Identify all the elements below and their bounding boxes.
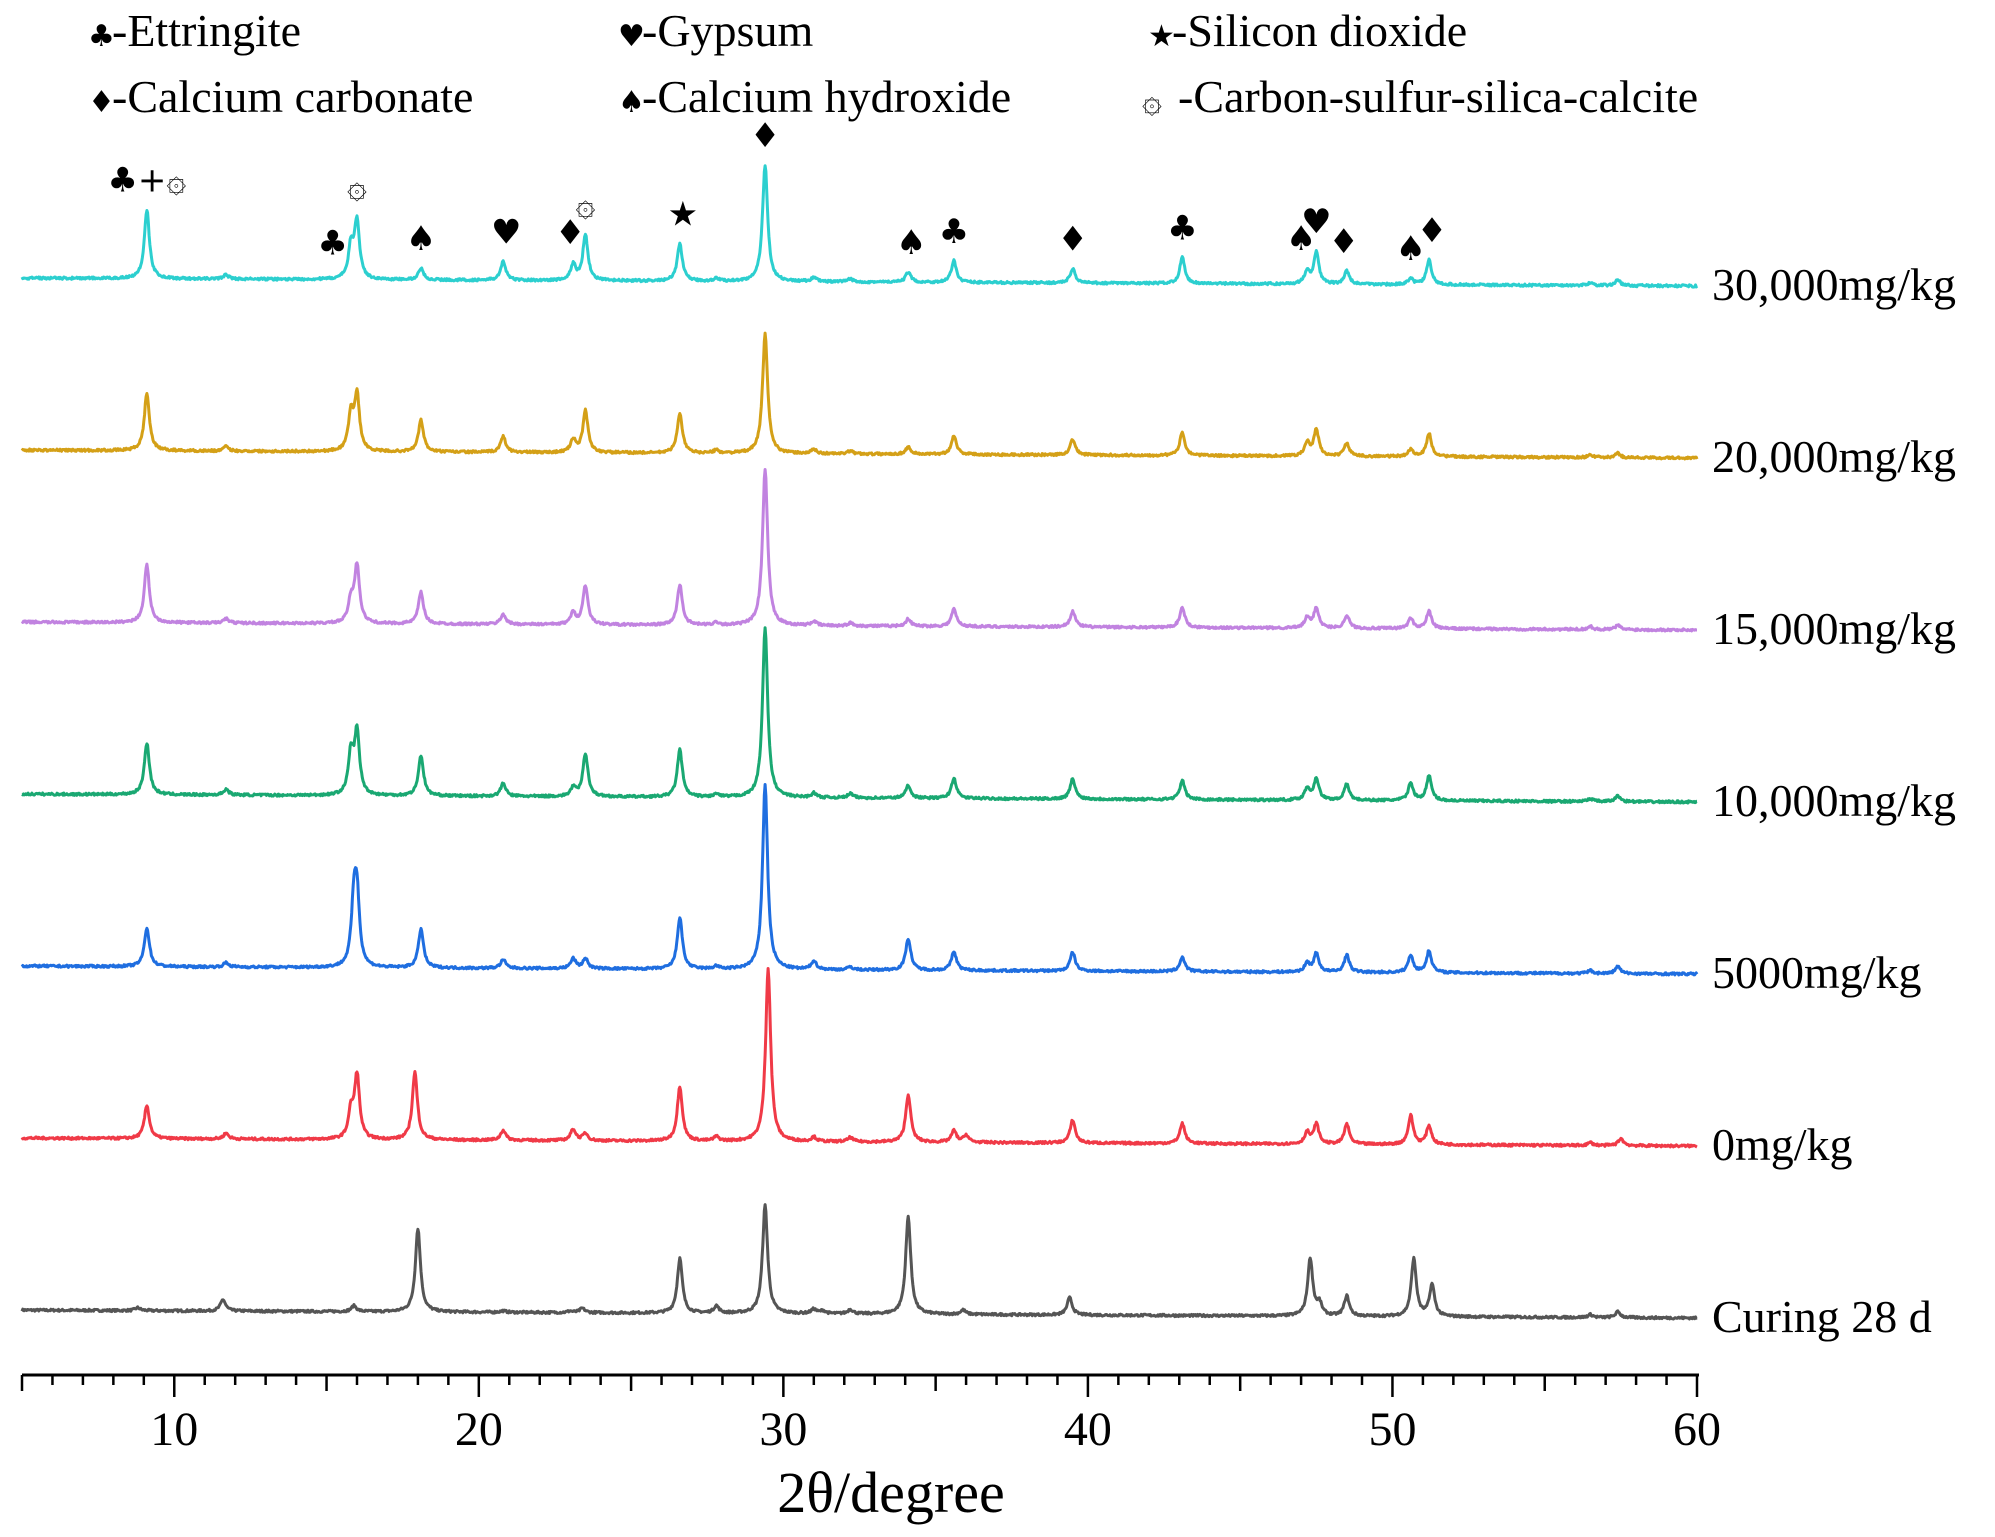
legend-label: -Gypsum bbox=[642, 5, 813, 56]
series-label: 5000mg/kg bbox=[1712, 947, 1922, 998]
peak-annotation: ♥ bbox=[1301, 202, 1331, 242]
legend-label: -Silicon dioxide bbox=[1172, 5, 1467, 56]
series-label: 10,000mg/kg bbox=[1712, 775, 1956, 826]
series-line bbox=[20, 783, 1699, 977]
club-icon: ♣ bbox=[88, 19, 115, 54]
star-icon: ★ bbox=[1148, 19, 1175, 54]
peak-annotation: ♦ bbox=[1328, 222, 1358, 262]
x-tick-label: 10 bbox=[150, 1403, 198, 1456]
series-line bbox=[20, 164, 1699, 289]
sun-icon: ۞ bbox=[1142, 81, 1162, 121]
x-axis: 10 20 30 40 50 60 2θ/degree bbox=[20, 1373, 1721, 1525]
x-tick-label: 20 bbox=[455, 1403, 503, 1456]
series-layer bbox=[20, 164, 1699, 1321]
x-axis-title: 2θ/degree bbox=[777, 1460, 1004, 1525]
peak-annotation-layer: ♣+۞♣۞♠ ♥ ♦۞ ★♦♠ ♣ ♦ ♣ ♠♥♦ ♠♦ bbox=[107, 116, 1447, 269]
spade-icon: ♠ bbox=[618, 85, 645, 120]
peak-annotation: ۞ bbox=[347, 167, 367, 207]
legend-label: -Calcium carbonate bbox=[112, 71, 473, 122]
series-line bbox=[21, 626, 1698, 805]
peak-annotation: ♠ bbox=[1395, 229, 1425, 269]
series-label: 30,000mg/kg bbox=[1712, 259, 1956, 310]
x-tick-label: 40 bbox=[1064, 1403, 1112, 1456]
series-label: Curing 28 d bbox=[1712, 1291, 1932, 1342]
peak-annotation: ♠ bbox=[896, 223, 926, 263]
legend-item-silicon-dioxide: ★ -Silicon dioxide bbox=[1148, 5, 1467, 56]
peak-annotation: ♠ bbox=[1286, 219, 1316, 259]
peak-annotation: ♣ bbox=[317, 223, 347, 263]
x-axis-ticks: 10 20 30 40 50 60 bbox=[20, 1375, 1721, 1456]
x-tick-label: 30 bbox=[759, 1403, 807, 1456]
series-label: 15,000mg/kg bbox=[1712, 603, 1956, 654]
series-label: 0mg/kg bbox=[1712, 1119, 1853, 1170]
peak-annotation: ♦ bbox=[750, 116, 780, 156]
legend-item-carbon-sulfur-silica-calcite: ۞ -Carbon-sulfur-silica-calcite bbox=[1142, 71, 1698, 122]
peak-annotation: ★ bbox=[668, 194, 698, 234]
legend-label: -Carbon-sulfur-silica-calcite bbox=[1178, 71, 1698, 122]
legend: ♣ -Ettringite ♥ -Gypsum ★ -Silicon dioxi… bbox=[88, 5, 1698, 122]
peak-annotation: ♣ bbox=[939, 212, 969, 252]
series-line bbox=[20, 331, 1699, 461]
series-label: 20,000mg/kg bbox=[1712, 431, 1956, 482]
legend-label: -Ettringite bbox=[112, 5, 301, 56]
heart-icon: ♥ bbox=[618, 19, 645, 54]
peak-annotation: ♠ bbox=[406, 219, 436, 259]
series-label-layer: Curing 28 d 0mg/kg 5000mg/kg 10,000mg/kg 15,… bbox=[1712, 259, 1956, 1342]
series-line bbox=[20, 967, 1698, 1149]
legend-item-calcium-hydroxide: ♠ -Calcium hydroxide bbox=[618, 71, 1011, 122]
peak-annotation: ♦ bbox=[1417, 211, 1447, 251]
legend-item-ettringite: ♣ -Ettringite bbox=[88, 5, 301, 56]
diamond-icon: ♦ bbox=[88, 85, 115, 120]
peak-annotation: ♥ bbox=[491, 212, 521, 252]
series-line bbox=[20, 468, 1698, 633]
legend-label: -Calcium hydroxide bbox=[642, 71, 1011, 122]
peak-annotation: ♣ bbox=[1167, 209, 1197, 249]
peak-annotation: ۞ bbox=[575, 185, 595, 225]
peak-annotation: ♣+۞ bbox=[107, 161, 186, 201]
legend-item-calcium-carbonate: ♦ -Calcium carbonate bbox=[88, 71, 473, 122]
x-tick-label: 50 bbox=[1368, 1403, 1416, 1456]
series-line bbox=[20, 1203, 1698, 1321]
peak-annotation: ♦ bbox=[555, 213, 585, 253]
legend-item-gypsum: ♥ -Gypsum bbox=[618, 5, 813, 56]
x-tick-label: 60 bbox=[1673, 1403, 1721, 1456]
peak-annotation: ♦ bbox=[1057, 220, 1087, 260]
